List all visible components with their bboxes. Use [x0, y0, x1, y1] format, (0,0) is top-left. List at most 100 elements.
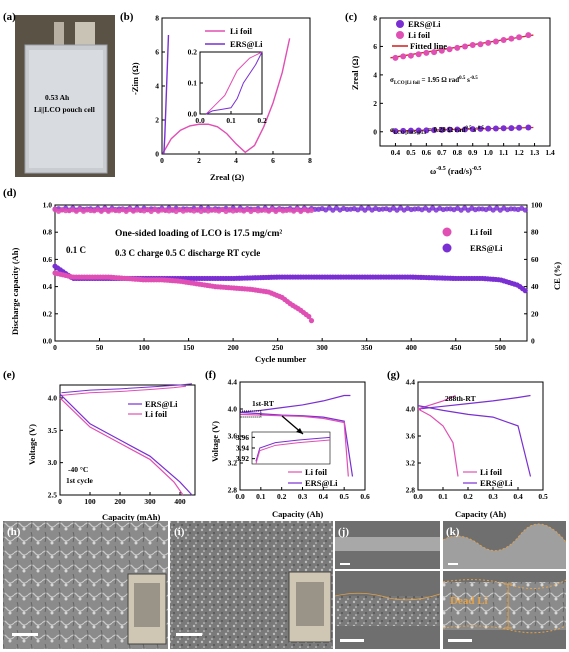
panel-b: (b) 0 2 4 6 8 0 2 4 6 8 -Zim (Ω) Zreal (Ω) Li foi… — [120, 11, 312, 182]
panel-j: (j) — [334, 521, 441, 649]
ticks-c: 0.4 0.5 0.6 0.7 0.8 0.9 1.0 1.1 1.2 1.3 1.4 0 2 4 6 8 — [373, 14, 555, 158]
y-tick-label: 0.8 — [43, 228, 53, 237]
legend-fitted-c: Fitted line — [410, 41, 447, 51]
y-tick-label: 4.4 — [406, 378, 416, 387]
title-f: 1st-RT — [252, 399, 274, 408]
data-point — [516, 34, 523, 41]
data-point — [508, 35, 515, 42]
panel-h: (h) — [3, 521, 168, 649]
data-point — [407, 52, 414, 59]
y-tick-label: 4 — [373, 70, 377, 79]
sem-k-top-layer — [443, 524, 566, 569]
panel-label-g: (g) — [387, 369, 400, 381]
axes-frame-d — [54, 204, 528, 342]
series-d — [52, 205, 528, 324]
legend-li-foil-b: Li foil — [230, 26, 253, 36]
xlabel-f: Capacity (Ah) — [272, 509, 323, 519]
x-tick-label: 0.4 — [513, 492, 523, 501]
y-tick-label: 2.8 — [406, 486, 416, 495]
legend-ers-li-f: ERS@Li — [305, 478, 338, 488]
x-tick-label: 400 — [406, 343, 418, 352]
panel-f: (f) 0.0 0.1 0.2 0.3 0.4 0.5 0.6 2.8 3.2 3.6 4.0 4.4… — [205, 369, 370, 519]
y2-tick-label: 100 — [531, 201, 543, 210]
x-tick-label: 0.1 — [438, 492, 448, 501]
legend-li-foil-c: Li foil — [408, 30, 431, 40]
y-tick-label: 0.6 — [43, 255, 53, 264]
y-tick-label: 0.4 — [43, 282, 53, 291]
panel-label-c: (c) — [345, 11, 358, 23]
panel-k: Dead Li (k) — [442, 521, 567, 649]
sem-k-bottom-layer — [443, 582, 566, 630]
charge-line-ers-li — [417, 394, 531, 410]
inset-ers-li-line — [255, 436, 331, 462]
ylabel-d: Discharge capacity (Ah) — [10, 247, 20, 335]
capacity-point-li-foil — [306, 313, 312, 320]
y-tick-label: 3.2 — [406, 459, 416, 468]
legend-li-foil-e: Li foil — [145, 409, 168, 419]
y-tick-label: 3.96 — [236, 433, 249, 442]
legend-ers-li-b: ERS@Li — [230, 39, 263, 49]
title-g: 288th-RT — [445, 394, 476, 403]
y-tick-label: 0.1 — [188, 79, 198, 88]
x-tick-label: 100 — [138, 343, 150, 352]
y-tick-label: 4.0 — [228, 405, 238, 414]
x-tick-label: 0.5 — [339, 492, 349, 501]
photo-inset-i-cell — [296, 582, 324, 626]
y2-tick-label: 60 — [531, 255, 539, 264]
charge-line-li-foil — [61, 385, 187, 396]
ylabel-f: Voltage (V) — [210, 421, 220, 462]
interface-line-k-top — [442, 523, 567, 552]
scale-bar-i — [176, 633, 202, 636]
panel-label-a: (a) — [3, 11, 16, 23]
x-tick-label: 0.3 — [488, 492, 498, 501]
data-point — [392, 128, 399, 135]
x-tick-label: 8 — [308, 156, 312, 165]
legend-ers-li-e: ERS@Li — [145, 399, 178, 409]
y2-tick-label: 80 — [531, 228, 539, 237]
x-tick-label: 0.5 — [406, 148, 416, 157]
y-tick-label: 2.5 — [48, 491, 58, 500]
panel-e: (e) 0 100 200 300 400 2.5 3.0 3.5 4.0 Voltage (V… — [3, 369, 196, 522]
ce-point-ers-li — [522, 207, 528, 213]
ylabel-e: Voltage (V) — [27, 424, 37, 465]
x-tick-label: 0.9 — [468, 148, 478, 157]
legend-dot-ers-li-c — [396, 20, 404, 28]
data-point — [492, 125, 499, 132]
panel-label-i: (i) — [174, 526, 185, 538]
legend-ers-li-g: ERS@Li — [480, 478, 513, 488]
y-tick-label: 3.0 — [48, 458, 58, 467]
data-point — [454, 126, 461, 133]
ylabel-b: -Zim (Ω) — [130, 62, 140, 95]
y2-tick-label: 0 — [531, 337, 535, 346]
legend-dot-li-foil-c — [396, 31, 404, 39]
discharge-line-li-foil — [417, 408, 459, 477]
data-point — [492, 38, 499, 45]
data-point — [508, 125, 515, 132]
y-tick-label: 3.6 — [406, 432, 416, 441]
x-tick-label: 4 — [234, 156, 238, 165]
photo-inset-h-cell — [134, 583, 160, 627]
y-tick-label: 2 — [373, 99, 377, 108]
data-point — [477, 41, 484, 48]
zoom-arrow-head — [296, 428, 303, 434]
panel-label-h: (h) — [7, 526, 21, 538]
data-point — [415, 127, 422, 134]
inset-content-b: 0.0 0.1 0.2 0.0 0.1 0.2 — [188, 48, 267, 126]
legend-dot-li-foil-d — [442, 227, 452, 237]
legend-li-foil-g: Li foil — [480, 467, 503, 477]
data-point — [407, 127, 414, 134]
legend-ers-li-d: ERS@Li — [470, 243, 503, 253]
y-tick-label: 8 — [373, 14, 377, 23]
data-point — [400, 127, 407, 134]
legend-li-foil-f: Li foil — [305, 467, 328, 477]
cell-capacity: 0.53 Ah — [45, 93, 70, 102]
panel-label-d: (d) — [3, 187, 17, 199]
temperature-note: -40 °C — [68, 465, 88, 474]
xlabel-d: Cycle number — [255, 354, 306, 364]
x-tick-label: 0.0 — [195, 116, 205, 125]
inset-li-foil-line — [255, 439, 331, 465]
panel-d: (d) 0 50 100 150 200 250 300 350 400 450 5000.00.2… — [3, 187, 562, 364]
y-tick-label: 3.94 — [236, 444, 249, 453]
panel-label-b: (b) — [120, 11, 134, 23]
y-tick-label: 3.2 — [228, 459, 238, 468]
